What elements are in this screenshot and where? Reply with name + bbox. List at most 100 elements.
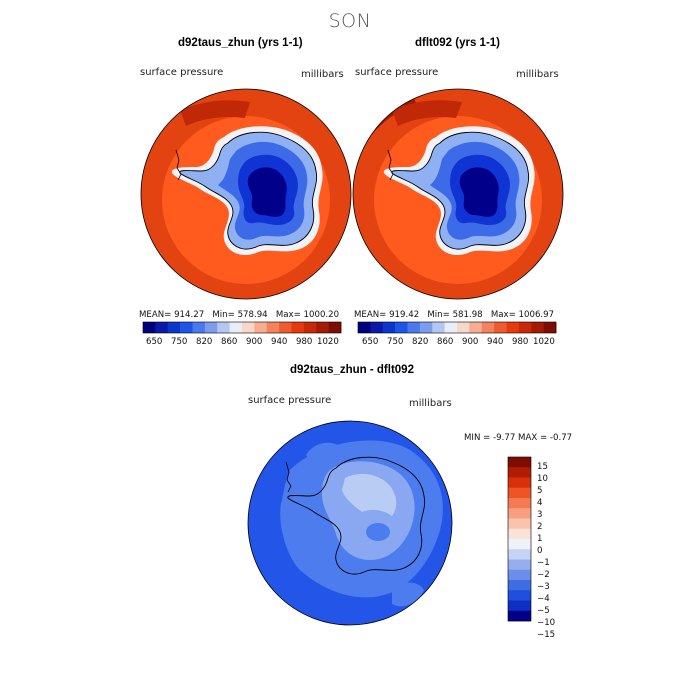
panel2-max-value: 1006.97 — [518, 310, 555, 320]
colorbar-swatch — [508, 467, 531, 478]
colorbar2-tick: 820 — [412, 337, 429, 347]
panel2-mean-value: 919.42 — [389, 310, 420, 320]
colorbar-swatch — [358, 322, 371, 333]
colorbar-swatch — [407, 322, 421, 333]
colorbar-swatch — [370, 322, 384, 333]
coastline — [391, 131, 530, 250]
colorbar-swatch — [382, 322, 396, 333]
figure-title: SON — [328, 10, 372, 32]
colorbar-swatch — [508, 610, 531, 622]
panel1-max-value: 1000.20 — [303, 310, 340, 320]
colorbar1-tick: 940 — [271, 337, 288, 347]
colorbar-swatch — [508, 559, 531, 571]
colorbar-swatch — [508, 528, 531, 540]
panel2-min-value: 581.98 — [452, 310, 483, 320]
colorbar-swatch — [543, 322, 557, 333]
south-america-tip — [387, 149, 394, 181]
south-america-tip — [175, 149, 182, 181]
panel3-stats: MIN = -9.77 MAX = -0.77 — [464, 433, 572, 443]
colorbar-swatch — [291, 322, 305, 333]
colorbar3-tick: 4 — [537, 498, 543, 508]
panel3-max-value: -0.77 — [549, 433, 573, 443]
colorbar-swatch — [217, 322, 230, 333]
panel1-mean-value: 914.27 — [174, 310, 205, 320]
colorbar2-tick: 750 — [387, 337, 404, 347]
panel3-min-label: MIN = — [464, 433, 491, 443]
south-america-tip — [285, 461, 292, 493]
colorbar-swatch — [143, 322, 156, 333]
panel3-max-label: MAX = — [518, 433, 548, 443]
colorbar2-tick: 860 — [437, 337, 454, 347]
panel2-stats: MEAN= 919.42 Min= 581.98 Max= 1006.97 — [354, 310, 554, 320]
colorbar3-tick: 3 — [537, 510, 543, 520]
colorbar-swatch — [508, 580, 531, 591]
panel1-units-label: millibars — [301, 69, 344, 80]
panel2-mean-label: MEAN= — [354, 310, 387, 320]
colorbar-swatch — [508, 549, 531, 560]
colorbar1-tick: 900 — [246, 337, 263, 347]
panel2-field-label: surface pressure — [355, 67, 439, 78]
colorbar2-tick: 1020 — [533, 337, 555, 347]
colorbar3-tick: −10 — [537, 618, 556, 628]
colorbar3-tick: −3 — [537, 582, 550, 592]
colorbar-swatch — [279, 322, 292, 333]
colorbar-swatch — [508, 487, 531, 499]
dark-ridge — [392, 100, 462, 126]
colorbar-swatch — [167, 322, 181, 333]
colorbar-swatch — [254, 322, 268, 333]
colorbar3-tick: 15 — [537, 462, 548, 472]
colorbar-swatch — [469, 322, 483, 333]
map-panel1 — [140, 88, 352, 300]
colorbar2-tick: 900 — [462, 337, 479, 347]
colorbar3-tick: 5 — [537, 486, 543, 496]
panel1-stats: MEAN= 914.27 Min= 578.94 Max= 1000.20 — [139, 310, 339, 320]
colorbar-swatch — [457, 322, 470, 333]
colorbar-swatch — [508, 569, 531, 581]
panel1-field-label: surface pressure — [140, 67, 224, 78]
panel3-title: d92taus_zhun - dflt092 — [290, 364, 414, 376]
dark-ridge — [180, 100, 250, 126]
panel1-max-label: Max= — [275, 310, 301, 320]
colorbar3-tick: 10 — [537, 474, 548, 484]
colorbar-swatch — [508, 508, 531, 519]
panel1-min-value: 578.94 — [237, 310, 268, 320]
colorbar1-tick: 980 — [296, 337, 313, 347]
colorbar-swatch — [508, 518, 531, 530]
colorbar-swatch — [328, 322, 342, 333]
colorbar3-tick: −4 — [537, 594, 550, 604]
colorbar1-tick: 1020 — [317, 337, 339, 347]
colorbar-swatch — [508, 498, 531, 509]
colorbar-swatch — [316, 322, 329, 333]
colorbar-swatch — [395, 322, 408, 333]
diff-region-mid — [306, 442, 340, 464]
map-panel2 — [352, 88, 564, 300]
colorbar-swatch — [531, 322, 544, 333]
panel2-min-label: Min= — [427, 310, 450, 320]
colorbar-swatch — [481, 322, 495, 333]
coastline — [179, 131, 318, 250]
map-boundary — [247, 420, 453, 626]
colorbar-swatch — [419, 322, 433, 333]
map-boundary — [352, 88, 564, 300]
colorbar-frame — [507, 456, 532, 622]
colorbar2-tick: 980 — [512, 337, 529, 347]
ice-sheet-core — [459, 167, 499, 217]
panel3-field-label: surface pressure — [248, 395, 332, 406]
colorbar-swatch — [508, 457, 531, 468]
colorbar-swatch — [204, 322, 218, 333]
panel2-units-label: millibars — [516, 69, 559, 80]
colorbar1-tick: 750 — [171, 337, 188, 347]
panel1-min-label: Min= — [212, 310, 235, 320]
colorbar1-tick: 650 — [146, 337, 163, 347]
colorbar-swatch — [508, 539, 531, 550]
diff-region-mid — [366, 523, 390, 541]
colorbar3-tick: 2 — [537, 522, 543, 532]
colorbar-swatch — [192, 322, 206, 333]
panel3-min-value: -9.77 — [493, 433, 516, 443]
colorbar-swatch — [508, 477, 531, 489]
colorbar2 — [357, 321, 557, 334]
ice-sheet-core — [247, 167, 287, 217]
colorbar-swatch — [432, 322, 445, 333]
panel3-units-label: millibars — [409, 398, 452, 409]
